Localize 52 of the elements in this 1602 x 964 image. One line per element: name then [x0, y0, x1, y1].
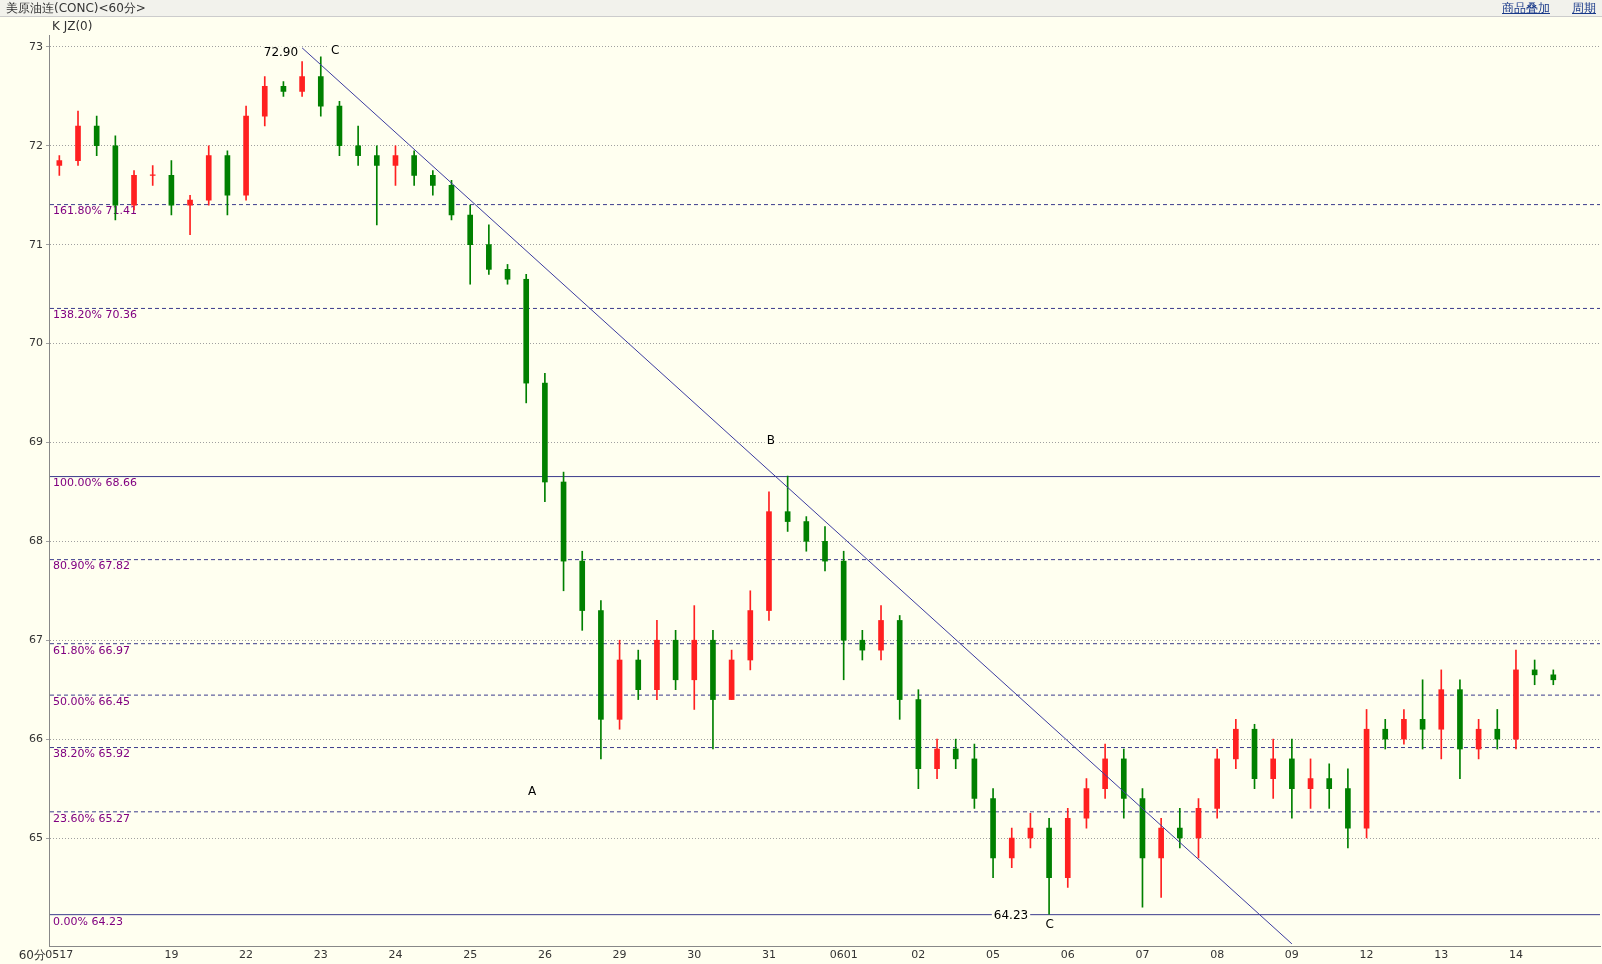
ref-line-label: 0.00% 64.23 — [53, 914, 123, 928]
x-axis-title: 60分 — [18, 947, 46, 962]
ref-line-label: 100.00% 68.66 — [53, 476, 137, 490]
x-tick-label: 02 — [911, 948, 926, 962]
x-tick-label: 0601 — [829, 948, 858, 962]
annotation: C — [1045, 917, 1054, 932]
x-tick-label: 05 — [986, 948, 1001, 962]
x-tick-label: 31 — [761, 948, 776, 962]
y-tick-label: 72 — [29, 138, 43, 152]
x-tick-label: 29 — [612, 948, 627, 962]
x-tick-label: 09 — [1284, 948, 1299, 962]
candlestick — [187, 194, 193, 236]
y-tick-label: 73 — [29, 39, 43, 53]
annotation: 72.90 — [263, 45, 299, 60]
x-tick-label: 19 — [164, 948, 179, 962]
x-tick-label: 07 — [1135, 948, 1150, 962]
x-tick-label: 25 — [463, 948, 478, 962]
x-tick-label: 30 — [687, 948, 702, 962]
chart-title: 美原油连(CONC)<60分> — [6, 0, 146, 16]
ref-line-label: 38.20% 65.92 — [53, 747, 130, 761]
candlestick — [373, 145, 380, 226]
y-tick-label: 68 — [29, 534, 43, 548]
annotation: A — [527, 783, 537, 798]
y-tick-label: 71 — [29, 237, 43, 251]
ref-line-label: 23.60% 65.27 — [53, 811, 130, 825]
ref-line-label: 80.90% 67.82 — [53, 559, 130, 573]
x-tick-label: 12 — [1359, 948, 1374, 962]
y-tick-label: 70 — [29, 336, 43, 350]
x-tick-label: 08 — [1210, 948, 1225, 962]
ref-line-label: 50.00% 66.45 — [53, 694, 130, 708]
ref-line-label: 61.80% 66.97 — [53, 643, 130, 657]
x-tick-label: 23 — [313, 948, 328, 962]
x-tick-label: 24 — [388, 948, 403, 962]
annotation: B — [766, 432, 775, 447]
annotation: 64.23 — [993, 907, 1029, 922]
y-tick-label: 65 — [29, 830, 43, 844]
y-tick-label: 66 — [29, 731, 43, 745]
text: 周期 — [1572, 1, 1596, 15]
x-tick-label: 26 — [537, 948, 552, 962]
chart-subtitle: K JZ(0) — [52, 19, 93, 34]
x-tick-label: 06 — [1060, 948, 1075, 962]
annotation: C — [331, 42, 340, 57]
text: 商品叠加 — [1502, 1, 1550, 15]
candlestick — [1494, 709, 1501, 750]
x-tick-label: 0517 — [45, 948, 74, 962]
candlestick — [1326, 763, 1333, 809]
x-tick-label: 14 — [1508, 948, 1523, 962]
y-tick-label: 69 — [29, 435, 43, 449]
y-tick-label: 67 — [29, 633, 43, 647]
ref-line-label: 138.20% 70.36 — [53, 308, 137, 322]
x-tick-label: 22 — [239, 948, 254, 962]
x-tick-label: 13 — [1434, 948, 1449, 962]
